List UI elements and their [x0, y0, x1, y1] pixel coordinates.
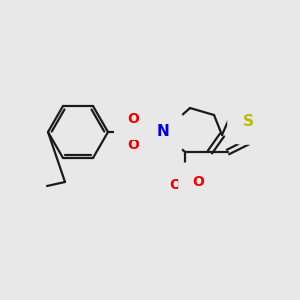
Text: O: O [169, 178, 181, 192]
Text: O: O [127, 138, 139, 152]
Text: N: N [157, 124, 169, 140]
Text: O: O [127, 112, 139, 126]
Text: O: O [192, 175, 204, 189]
Text: S: S [137, 124, 148, 140]
Text: S: S [242, 115, 253, 130]
